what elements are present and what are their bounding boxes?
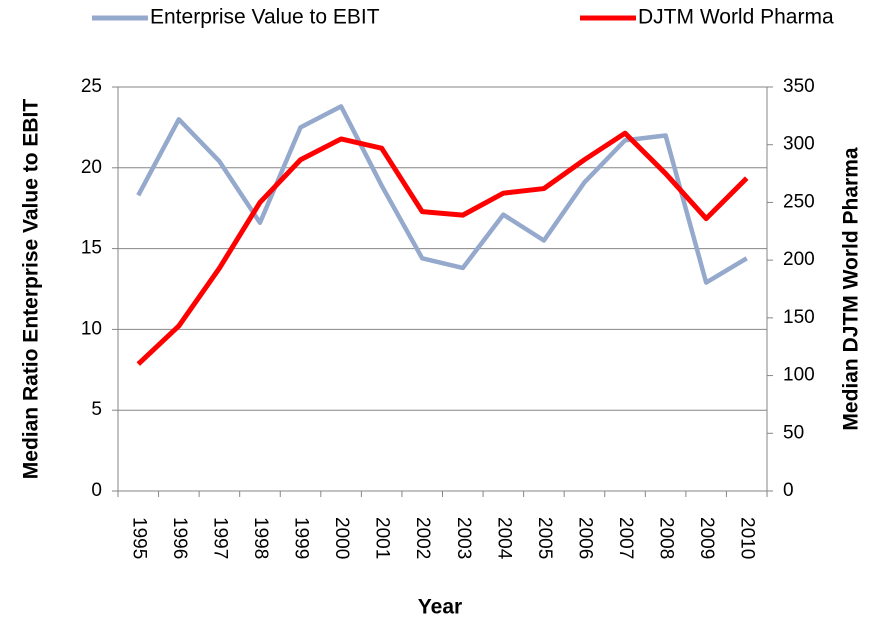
x-tick-label: 1998 [250,517,271,559]
series-line [136,130,749,366]
x-tick-label: 2007 [615,517,636,559]
y2-tick-label: 250 [783,191,815,212]
y2-tick-label: 350 [783,76,815,97]
y-tick-label: 20 [81,157,102,178]
legend-label: Enterprise Value to EBIT [150,6,380,29]
legend-label: DJTM World Pharma [638,6,834,29]
x-tick-label: 2005 [534,517,555,559]
x-tick-label: 2009 [696,517,717,559]
y2-tick-label: 100 [783,365,815,386]
y2-tick-label: 300 [783,134,815,155]
x-tick-label: 2002 [412,517,433,559]
x-tick-label: 2004 [493,517,514,560]
x-axis-title: Year [418,596,462,619]
y2-tick-label: 150 [783,307,815,328]
x-tick-label: 2001 [372,517,393,559]
x-tick-label: 1999 [291,517,312,559]
x-tick-label: 2010 [737,517,758,559]
x-tick-label: 2006 [574,517,595,559]
y2-tick-label: 200 [783,249,815,270]
x-tick-label: 1997 [209,517,230,559]
x-tick-label: 1995 [128,517,149,559]
y2-axis-title: Median DJTM World Pharma [840,147,863,430]
x-tick-label: 2000 [331,517,352,559]
y-tick-label: 5 [91,399,102,420]
y-axis-title: Median Ratio Enterprise Value to EBIT [20,99,43,480]
y-tick-label: 25 [81,76,102,97]
series-line [136,104,748,285]
y2-tick-label: 0 [783,480,794,501]
x-tick-label: 2008 [656,517,677,559]
y-tick-label: 15 [81,238,102,259]
y-tick-label: 0 [91,480,102,501]
x-tick-label: 1996 [169,517,190,559]
y2-tick-label: 50 [783,422,804,443]
y-tick-label: 10 [81,318,102,339]
x-tick-label: 2003 [453,517,474,559]
